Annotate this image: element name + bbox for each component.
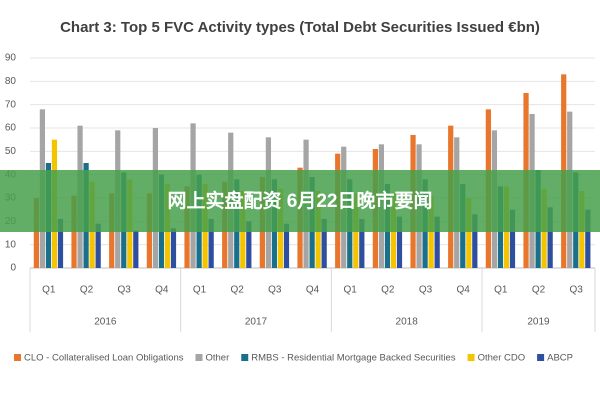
bar xyxy=(57,219,64,268)
bar xyxy=(359,219,365,268)
bar xyxy=(321,219,327,268)
group-label: 2018 xyxy=(396,317,419,328)
x-tick-label: Q1 xyxy=(193,285,207,296)
bar xyxy=(33,198,39,268)
x-tick-label: Q1 xyxy=(343,285,357,296)
overlay-text: 网上实盘配资 6月22日晚市要闻 xyxy=(168,189,433,212)
bar xyxy=(396,216,403,268)
legend-label: CLO - Collateralised Loan Obligations xyxy=(24,353,184,364)
y-tick-label: 50 xyxy=(5,146,17,157)
bar xyxy=(585,209,591,268)
x-tick-label: Q4 xyxy=(456,285,470,296)
x-tick-label: Q1 xyxy=(494,285,508,296)
bar xyxy=(283,223,290,268)
x-tick-label: Q1 xyxy=(42,285,56,296)
legend-swatch xyxy=(195,354,203,361)
legend-swatch xyxy=(14,354,21,361)
bar xyxy=(95,223,101,268)
y-tick-label: 60 xyxy=(5,123,17,134)
bar xyxy=(133,230,139,268)
y-tick-label: 10 xyxy=(5,239,17,250)
chart-title: Chart 3: Top 5 FVC Activity types (Total… xyxy=(60,19,540,36)
bar xyxy=(170,228,177,268)
x-tick-label: Q2 xyxy=(230,285,244,296)
x-tick-label: Q3 xyxy=(117,285,131,296)
legend-label: RMBS - Residential Mortgage Backed Secur… xyxy=(251,353,456,364)
x-tick-label: Q3 xyxy=(569,285,583,296)
y-tick-label: 0 xyxy=(10,263,16,274)
group-label: 2017 xyxy=(245,317,268,328)
x-tick-label: Q2 xyxy=(532,285,546,296)
legend-label: Other CDO xyxy=(478,353,526,364)
x-tick-label: Q2 xyxy=(381,285,395,296)
bar xyxy=(472,214,478,268)
y-tick-label: 70 xyxy=(5,99,17,110)
group-label: 2016 xyxy=(94,317,117,328)
y-tick-label: 90 xyxy=(5,53,17,64)
overlay-banner xyxy=(0,170,600,232)
y-tick-label: 80 xyxy=(5,76,17,87)
x-tick-label: Q3 xyxy=(419,285,433,296)
bar xyxy=(547,207,553,268)
legend-label: ABCP xyxy=(547,353,573,364)
bar xyxy=(208,219,214,268)
bar xyxy=(509,209,516,268)
x-tick-label: Q2 xyxy=(80,285,94,296)
bar xyxy=(246,221,252,268)
x-tick-label: Q3 xyxy=(268,285,282,296)
legend-swatch xyxy=(467,354,475,361)
legend-swatch xyxy=(241,354,249,361)
x-tick-label: Q4 xyxy=(306,285,320,296)
legend-swatch xyxy=(537,354,545,361)
bar xyxy=(434,216,440,268)
bar xyxy=(466,198,472,268)
group-label: 2019 xyxy=(527,317,550,328)
legend-label: Other xyxy=(205,353,229,364)
x-tick-label: Q4 xyxy=(155,285,169,296)
